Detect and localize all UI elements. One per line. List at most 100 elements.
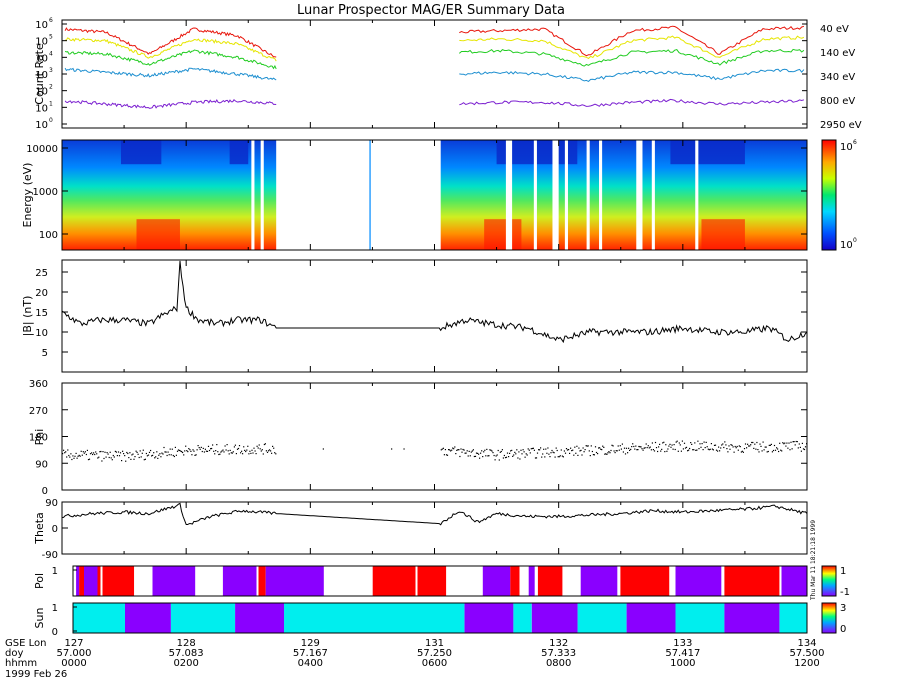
phi-point <box>779 442 781 444</box>
phi-point <box>219 453 221 455</box>
colorbar-label: 10 <box>840 142 853 153</box>
phi-point <box>127 452 129 455</box>
phi-point <box>443 454 445 456</box>
phi-point <box>639 446 641 448</box>
phi-point <box>487 455 489 457</box>
phi-point <box>609 452 611 454</box>
phi-point <box>111 459 113 461</box>
phi-point <box>464 452 466 454</box>
phi-point <box>83 452 85 454</box>
phi-point <box>274 452 276 454</box>
phi-point <box>701 443 703 445</box>
phi-point <box>95 451 97 453</box>
sun-segment <box>577 603 627 633</box>
phi-point <box>163 446 165 449</box>
phi-point <box>193 450 195 452</box>
phi-point <box>613 450 615 452</box>
polarity-segment <box>73 566 80 596</box>
phi-point <box>190 450 192 452</box>
polarity-divider <box>534 566 537 596</box>
phi-point <box>680 450 682 452</box>
phi-point <box>689 447 691 450</box>
phi-point <box>192 449 194 451</box>
phi-point <box>636 449 638 451</box>
phi-point <box>140 456 142 458</box>
phi-point <box>119 452 122 454</box>
phi-point <box>265 450 267 452</box>
phi-point <box>801 442 803 444</box>
phi-point <box>139 450 141 452</box>
phi-point <box>615 450 617 452</box>
phi-point <box>737 449 739 451</box>
phi-point <box>784 442 786 444</box>
phi-point <box>204 448 206 450</box>
phi-point <box>107 453 109 455</box>
phi-point <box>542 453 544 455</box>
phi-point <box>623 447 626 449</box>
phi-point <box>658 446 660 448</box>
phi-point <box>252 452 254 454</box>
phi-point <box>539 449 541 451</box>
phi-point <box>65 451 67 453</box>
polarity-divider <box>779 566 782 596</box>
polarity-segment <box>537 566 563 596</box>
phi-point <box>607 452 609 454</box>
count-rate-line-340-ev <box>64 49 277 70</box>
phi-point <box>131 454 133 456</box>
phi-point <box>585 445 587 447</box>
phi-point <box>528 449 530 451</box>
y-tick-label: 1000 <box>33 187 58 198</box>
phi-point <box>176 450 179 452</box>
phi-point <box>129 452 131 454</box>
phi-point <box>234 444 236 446</box>
count-rate-line-2950-ev <box>64 99 277 109</box>
phi-point <box>730 444 732 446</box>
phi-point <box>66 456 68 458</box>
phi-point <box>157 457 159 459</box>
phi-point <box>472 449 474 451</box>
spectrogram-gap <box>651 140 655 250</box>
phi-point <box>760 445 762 447</box>
polarity-segment <box>195 566 214 596</box>
count-rate-line-40-ev <box>459 25 805 57</box>
phi-point <box>493 454 495 457</box>
phi-point <box>669 443 671 445</box>
phi-point <box>143 459 145 461</box>
phi-point <box>100 450 102 453</box>
phi-point <box>642 449 644 451</box>
phi-point <box>73 457 75 459</box>
time-axis-footer: GSE Lon doy hhmm 1999 Feb 26 12757.00000… <box>5 20 825 680</box>
legend-entry: 40 eV <box>820 24 849 35</box>
phi-point <box>478 453 480 455</box>
sun-colorbar <box>821 602 837 634</box>
phi-point <box>84 451 86 453</box>
count-rate-line-140-ev <box>65 37 277 62</box>
phi-point <box>564 452 567 454</box>
polarity-divider <box>617 566 620 596</box>
phi-point <box>509 452 511 454</box>
phi-point <box>469 455 471 457</box>
phi-point <box>708 449 710 451</box>
phi-point <box>608 451 610 453</box>
footer-hhmm-tick: 1000 <box>670 658 695 669</box>
phi-point <box>236 448 239 450</box>
phi-point <box>484 449 486 451</box>
phi-point <box>684 447 687 449</box>
y-tick-label: 10 <box>35 87 48 98</box>
phi-point <box>229 449 231 451</box>
polarity-segment <box>482 566 511 596</box>
phi-point <box>651 442 653 444</box>
footer-doy-tick: 57.333 <box>541 648 576 659</box>
phi-point <box>164 451 166 453</box>
polarity-segment <box>265 566 324 596</box>
phi-point <box>121 460 123 462</box>
polarity-segment <box>724 566 780 596</box>
phi-point <box>685 446 688 448</box>
phi-point <box>574 446 576 448</box>
spectrogram-gap <box>599 140 603 250</box>
phi-point <box>535 457 538 459</box>
phi-point <box>714 444 717 446</box>
polarity-segment <box>79 566 84 596</box>
phi-point <box>322 448 324 450</box>
spectrogram-gap <box>505 140 513 250</box>
